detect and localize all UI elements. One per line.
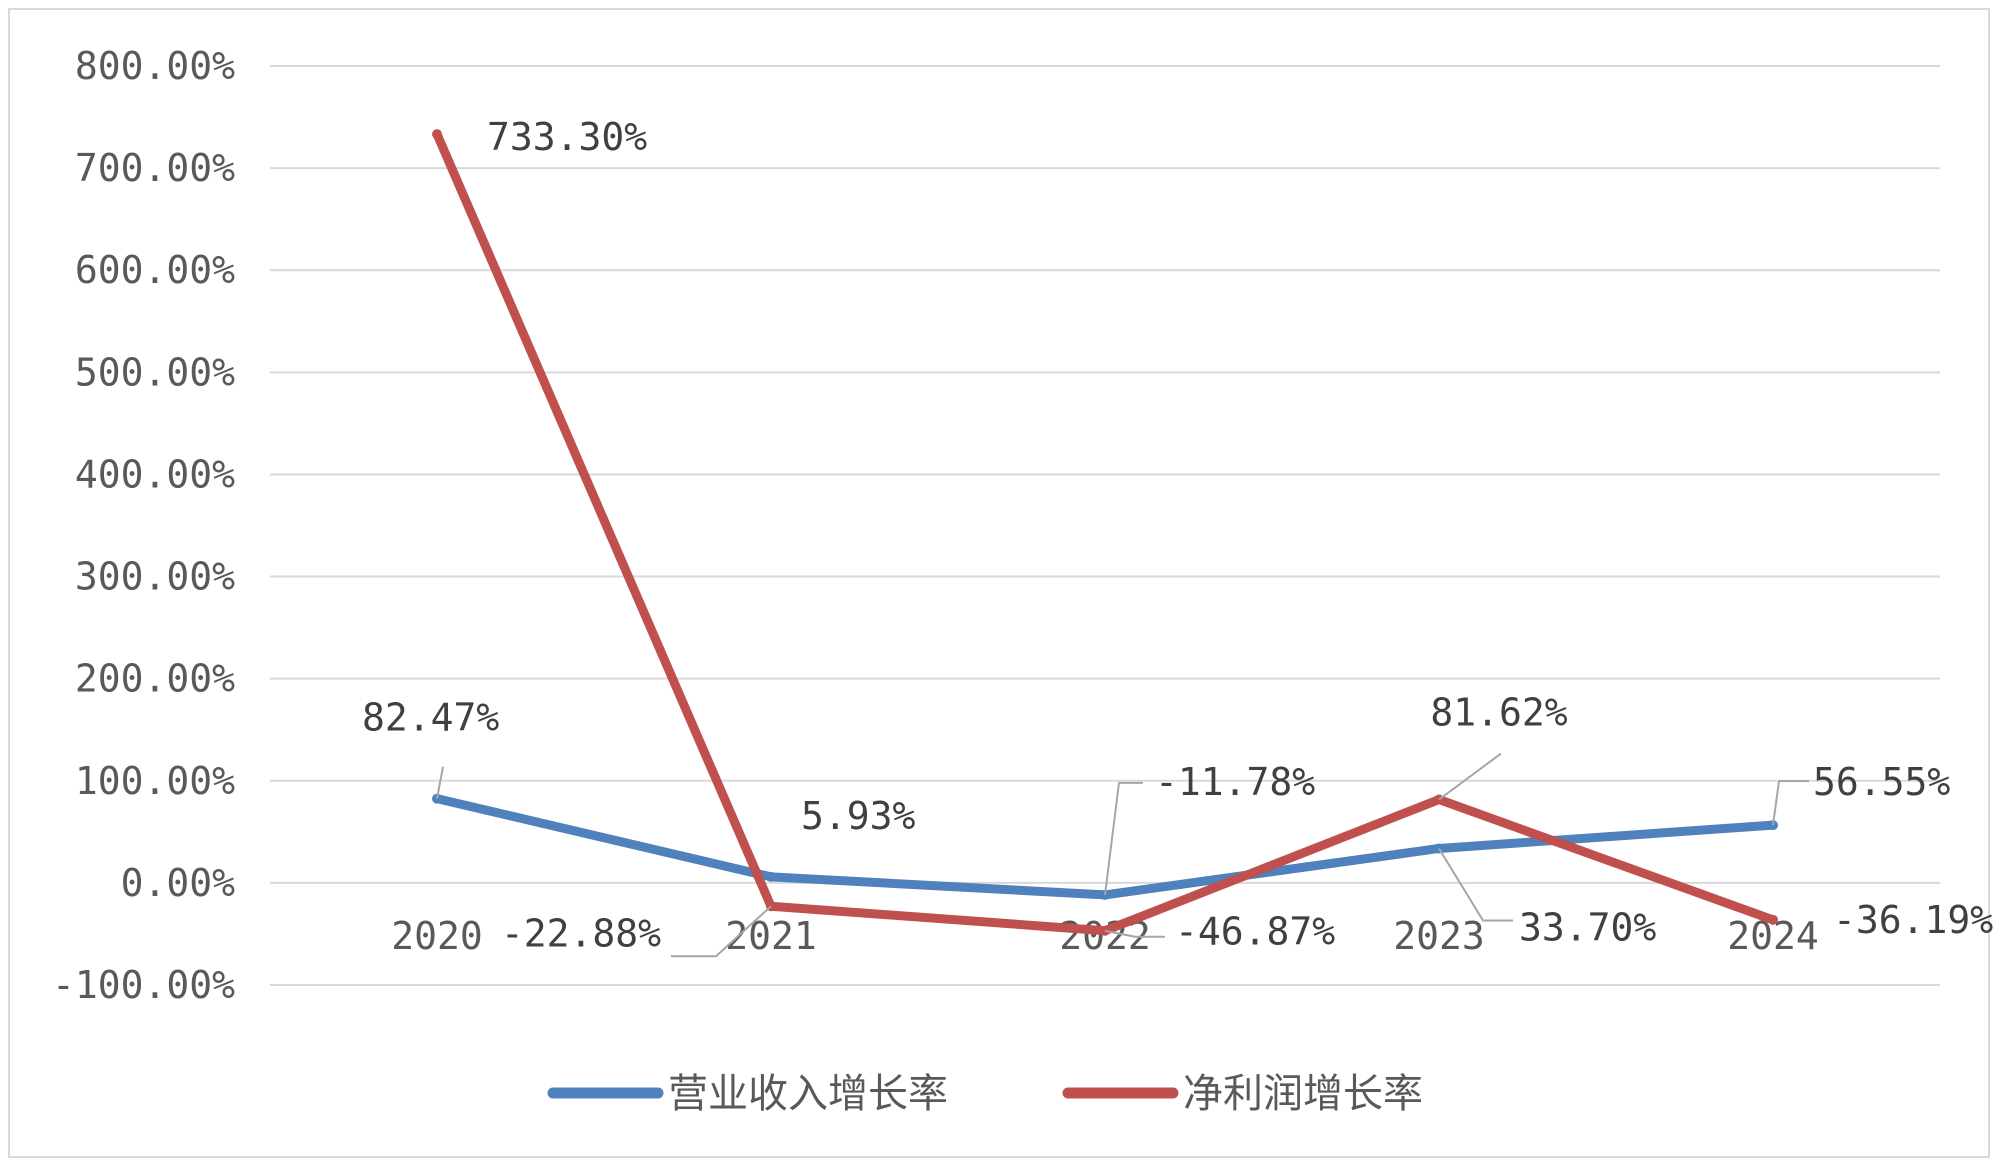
y-tick-label: 700.00% [75, 146, 235, 190]
label-leader-line [1438, 847, 1513, 922]
data-label: -11.78% [1155, 760, 1315, 804]
data-label: 33.70% [1519, 905, 1656, 949]
series-line-2 [432, 129, 1778, 936]
data-label: 733.30% [487, 115, 647, 159]
label-leader-line [1104, 781, 1143, 896]
data-point [1768, 914, 1778, 925]
data-label: 5.93% [801, 794, 916, 838]
data-point [432, 129, 442, 140]
data-label: 82.47% [362, 696, 499, 740]
label-leader-line [1772, 780, 1809, 826]
data-point [766, 871, 776, 882]
x-tick-label: 2021 [725, 914, 817, 958]
y-tick-label: 500.00% [75, 350, 235, 394]
data-label: -36.19% [1833, 898, 1993, 942]
y-tick-label: 300.00% [75, 555, 235, 599]
label-leader-line [671, 905, 772, 958]
y-tick-label: 100.00% [75, 759, 235, 803]
x-tick-label: 2020 [391, 914, 483, 958]
data-label: -22.88% [501, 911, 661, 955]
label-leader-line [436, 766, 444, 799]
legend-label-2: 净利润增长率 [1183, 1071, 1423, 1117]
legend-label-1: 营业收入增长率 [668, 1071, 948, 1117]
data-label: 56.55% [1813, 760, 1950, 804]
x-tick-label: 2023 [1393, 914, 1485, 958]
label-leader-line [1438, 752, 1502, 801]
y-tick-label: 200.00% [75, 657, 235, 701]
chart-frame [8, 8, 1990, 1158]
y-tick-label: 0.00% [121, 861, 236, 905]
y-tick-label: 600.00% [75, 248, 235, 292]
label-leader-line [1104, 929, 1165, 938]
data-label: 81.62% [1430, 691, 1567, 735]
y-tick-label: 800.00% [75, 44, 235, 88]
data-label: -46.87% [1175, 910, 1335, 954]
y-tick-label: -100.00% [52, 963, 235, 1007]
y-tick-label: 400.00% [75, 452, 235, 496]
